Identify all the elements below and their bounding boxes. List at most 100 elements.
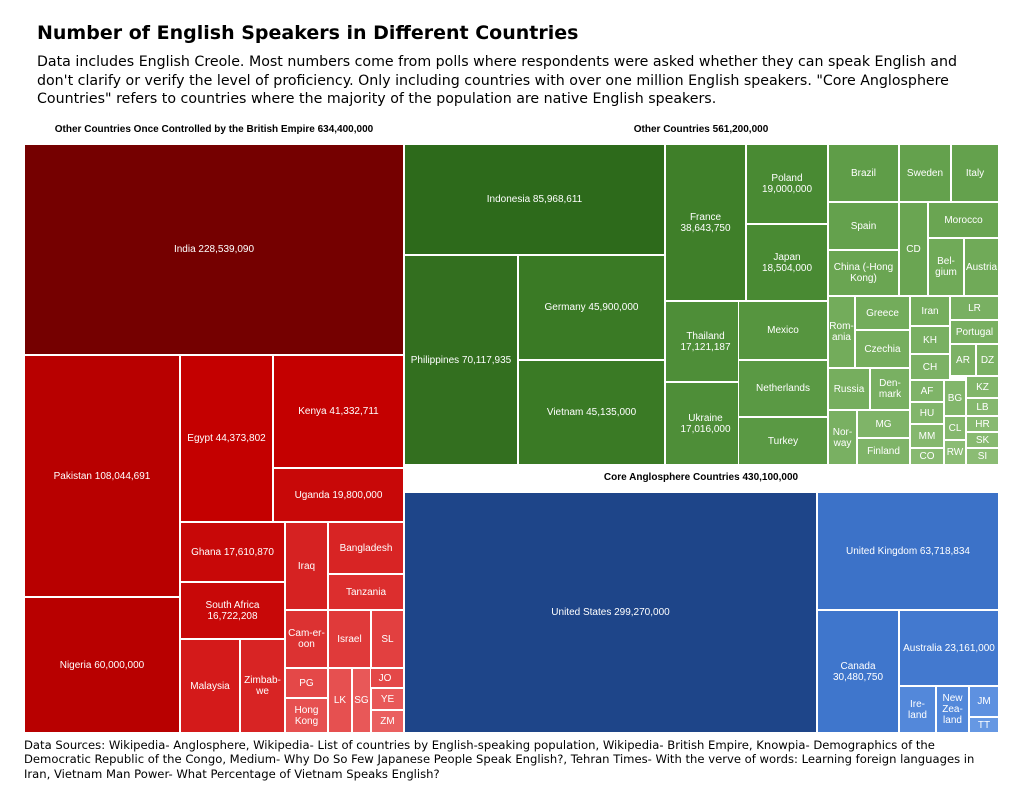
- treemap-cell-label: Russia: [833, 383, 865, 395]
- treemap-cell-label: DZ: [980, 354, 995, 366]
- treemap-cell-united-kingdom: United Kingdom 63,718,834: [817, 492, 999, 610]
- treemap-cell-turkey: Turkey: [738, 417, 828, 465]
- treemap-cell-china-hong-kong: China (-Hong Kong): [828, 250, 899, 296]
- treemap-cell-philippines: Philippines 70,117,935: [404, 255, 518, 465]
- treemap-cell-label: Ukraine 17,016,000: [680, 412, 731, 435]
- treemap-cell-lr: LR: [950, 296, 999, 320]
- treemap-cell-label: Portugal: [955, 326, 994, 338]
- treemap-cell-canada: Canada 30,480,750: [817, 610, 899, 733]
- treemap-cell-romania: Rom- ania: [828, 296, 855, 368]
- treemap-cell-united-states: United States 299,270,000: [404, 492, 817, 733]
- treemap-cell-label: Czechia: [864, 343, 901, 355]
- treemap-cell-label: CD: [906, 243, 921, 255]
- data-sources: Data Sources: Wikipedia- Anglosphere, Wi…: [24, 738, 975, 781]
- treemap-cell-label: France 38,643,750: [680, 211, 731, 234]
- treemap-cell-kz: KZ: [966, 376, 999, 398]
- treemap-cell-label: Bangladesh: [339, 542, 393, 554]
- treemap-cell-label: Poland 19,000,000: [761, 173, 813, 195]
- treemap-cell-label: Rom- ania: [829, 321, 854, 343]
- treemap-cell-label: Ire- land: [908, 698, 927, 721]
- treemap-cell-ghana: Ghana 17,610,870: [180, 522, 285, 582]
- treemap-cell-hong-kong: Hong Kong: [285, 698, 328, 733]
- treemap-cell-rw: RW: [944, 440, 966, 465]
- treemap-cell-ye: YE: [371, 688, 404, 710]
- treemap-cell-pg: PG: [285, 668, 328, 698]
- treemap-cell-brazil: Brazil: [828, 144, 899, 202]
- treemap-cell-label: JM: [977, 696, 991, 707]
- treemap-cell-italy: Italy: [951, 144, 999, 202]
- group-label-british-empire: Other Countries Once Controlled by the B…: [54, 124, 374, 135]
- treemap-cell-label: MG: [875, 418, 892, 430]
- treemap-cell-zm: ZM: [371, 710, 404, 733]
- treemap-cell-label: Netherlands: [756, 383, 810, 394]
- treemap-cell-label: Spain: [850, 220, 877, 232]
- treemap-cell-label: Brazil: [850, 167, 876, 179]
- treemap-cell-co: CO: [910, 448, 944, 465]
- treemap-cell-label: YE: [380, 693, 395, 705]
- treemap-cell-sk: SK: [966, 432, 999, 448]
- treemap-cell-label: China (-Hong Kong): [833, 262, 894, 284]
- treemap-cell-japan: Japan 18,504,000: [746, 224, 828, 301]
- treemap-cell-india: India 228,539,090: [24, 144, 404, 355]
- treemap-cell-label: LK: [333, 695, 347, 706]
- treemap-cell-label: Italy: [965, 167, 985, 179]
- treemap-cell-mg: MG: [857, 410, 910, 438]
- treemap-cell-label: Thailand 17,121,187: [680, 330, 731, 353]
- treemap-cell-spain: Spain: [828, 202, 899, 250]
- treemap-cell-sg: SG: [352, 668, 371, 733]
- treemap-cell-denmark: Den- mark: [870, 368, 910, 410]
- treemap-cell-morocco: Morocco: [928, 202, 999, 238]
- treemap-cell-label: Tanzania: [345, 586, 387, 598]
- treemap-cell-label: Ghana 17,610,870: [191, 546, 274, 558]
- treemap-cell-iran: Iran: [910, 296, 950, 326]
- chart-title: Number of English Speakers in Different …: [37, 22, 579, 44]
- treemap-cell-label: TT: [977, 719, 991, 731]
- treemap-cell-label: Hong Kong: [294, 704, 319, 727]
- treemap-cell-nigeria: Nigeria 60,000,000: [24, 597, 180, 733]
- treemap-cell-label: RW: [946, 447, 964, 458]
- treemap-cell-label: Mexico: [767, 325, 799, 336]
- treemap-cell-si: SI: [966, 448, 999, 465]
- treemap-cell-cd: CD: [899, 202, 928, 296]
- treemap-cell-sweden: Sweden: [899, 144, 951, 202]
- treemap-cell-lb: LB: [966, 398, 999, 416]
- treemap-cell-ar: AR: [950, 344, 976, 376]
- treemap-cell-austria: Austria: [964, 238, 999, 296]
- treemap-cell-kenya: Kenya 41,332,711: [273, 355, 404, 468]
- treemap-cell-label: Iran: [921, 305, 939, 317]
- treemap-cell-russia: Russia: [828, 368, 870, 410]
- treemap-cell-belgium: Bel- gium: [928, 238, 964, 296]
- treemap-cell-label: New Zea- land: [942, 693, 963, 726]
- treemap-cell-label: United Kingdom 63,718,834: [846, 545, 970, 557]
- treemap-cell-label: PG: [299, 677, 314, 689]
- treemap-cell-indonesia: Indonesia 85,968,611: [404, 144, 665, 255]
- treemap-cell-tt: TT: [969, 717, 999, 733]
- treemap-cell-label: Iraq: [297, 560, 316, 572]
- treemap-cell-hr: HR: [966, 416, 999, 432]
- treemap-cell-greece: Greece: [855, 296, 910, 330]
- treemap-cell-label: HU: [919, 407, 935, 419]
- treemap-cell-tanzania: Tanzania: [328, 574, 404, 610]
- treemap-cell-australia: Australia 23,161,000: [899, 610, 999, 686]
- treemap-cell-label: AF: [920, 385, 934, 397]
- treemap-cell-germany: Germany 45,900,000: [518, 255, 665, 360]
- treemap-cell-label: Cam-er- oon: [288, 628, 325, 650]
- treemap-cell-vietnam: Vietnam 45,135,000: [518, 360, 665, 465]
- treemap-cell-label: SK: [975, 434, 990, 446]
- treemap-cell-new-zealand: New Zea- land: [936, 686, 969, 733]
- treemap-cell-israel: Israel: [328, 610, 371, 668]
- treemap-cell-portugal: Portugal: [950, 320, 999, 344]
- treemap-cell-label: HR: [975, 418, 990, 430]
- treemap-cell-af: AF: [910, 380, 944, 402]
- treemap-cell-label: CL: [948, 422, 962, 434]
- treemap-cell-pakistan: Pakistan 108,044,691: [24, 355, 180, 597]
- treemap-cell-label: Nor- way: [832, 426, 853, 449]
- treemap-cell-label: Pakistan 108,044,691: [53, 470, 151, 482]
- treemap-cell-ch: CH: [910, 354, 950, 380]
- treemap-cell-label: Malaysia: [190, 680, 230, 692]
- treemap-cell-norway: Nor- way: [828, 410, 857, 465]
- treemap-cell-label: Finland: [867, 446, 900, 457]
- treemap-cell-label: Germany 45,900,000: [544, 302, 639, 313]
- treemap-cell-mexico: Mexico: [738, 301, 828, 360]
- treemap-cell-mm: MM: [910, 424, 944, 448]
